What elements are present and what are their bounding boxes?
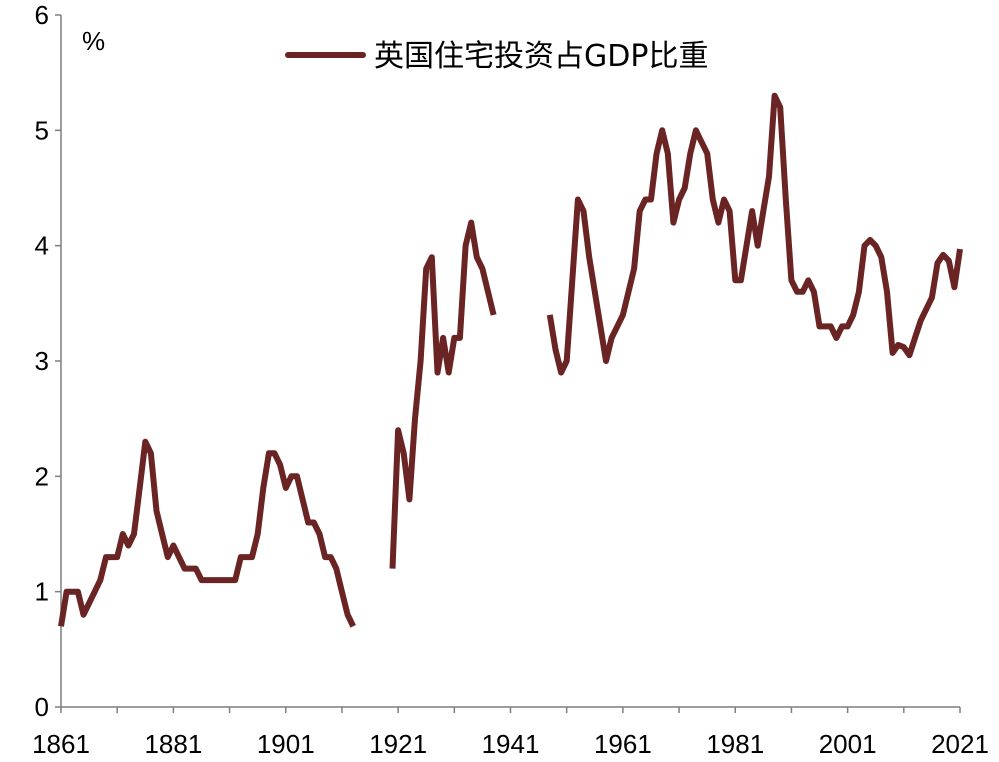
x-tick-label: 2021 <box>931 729 989 759</box>
x-axis-ticks: 1861 1881 1901 1921 1941 1961 1981 2001 2021 <box>32 707 989 759</box>
x-tick-label: 1861 <box>32 729 90 759</box>
x-tick-label: 1921 <box>369 729 427 759</box>
series-line-segment <box>546 92 963 376</box>
series-line-segment <box>58 438 356 628</box>
y-tick-label: 5 <box>35 115 49 145</box>
x-tick-label: 1881 <box>144 729 202 759</box>
x-tick-label: 1961 <box>594 729 652 759</box>
legend-label: 英国住宅投资占GDP比重 <box>374 39 708 74</box>
x-tick-label: 1981 <box>706 729 764 759</box>
x-tick-label: 1901 <box>257 729 315 759</box>
y-unit-label: % <box>82 26 105 56</box>
y-tick-label: 3 <box>35 346 49 376</box>
y-axis-ticks: 0 1 2 3 4 5 6 <box>35 0 61 722</box>
series-layer <box>58 92 963 628</box>
series-line-segment <box>389 219 497 569</box>
y-tick-label: 1 <box>35 577 49 607</box>
x-tick-label: 1941 <box>482 729 540 759</box>
y-tick-label: 0 <box>35 692 49 722</box>
y-tick-label: 6 <box>35 0 49 30</box>
y-tick-label: 2 <box>35 461 49 491</box>
y-tick-label: 4 <box>35 231 49 261</box>
chart-axes <box>60 15 960 708</box>
legend: 英国住宅投资占GDP比重 <box>285 39 708 74</box>
x-tick-label: 2001 <box>819 729 877 759</box>
